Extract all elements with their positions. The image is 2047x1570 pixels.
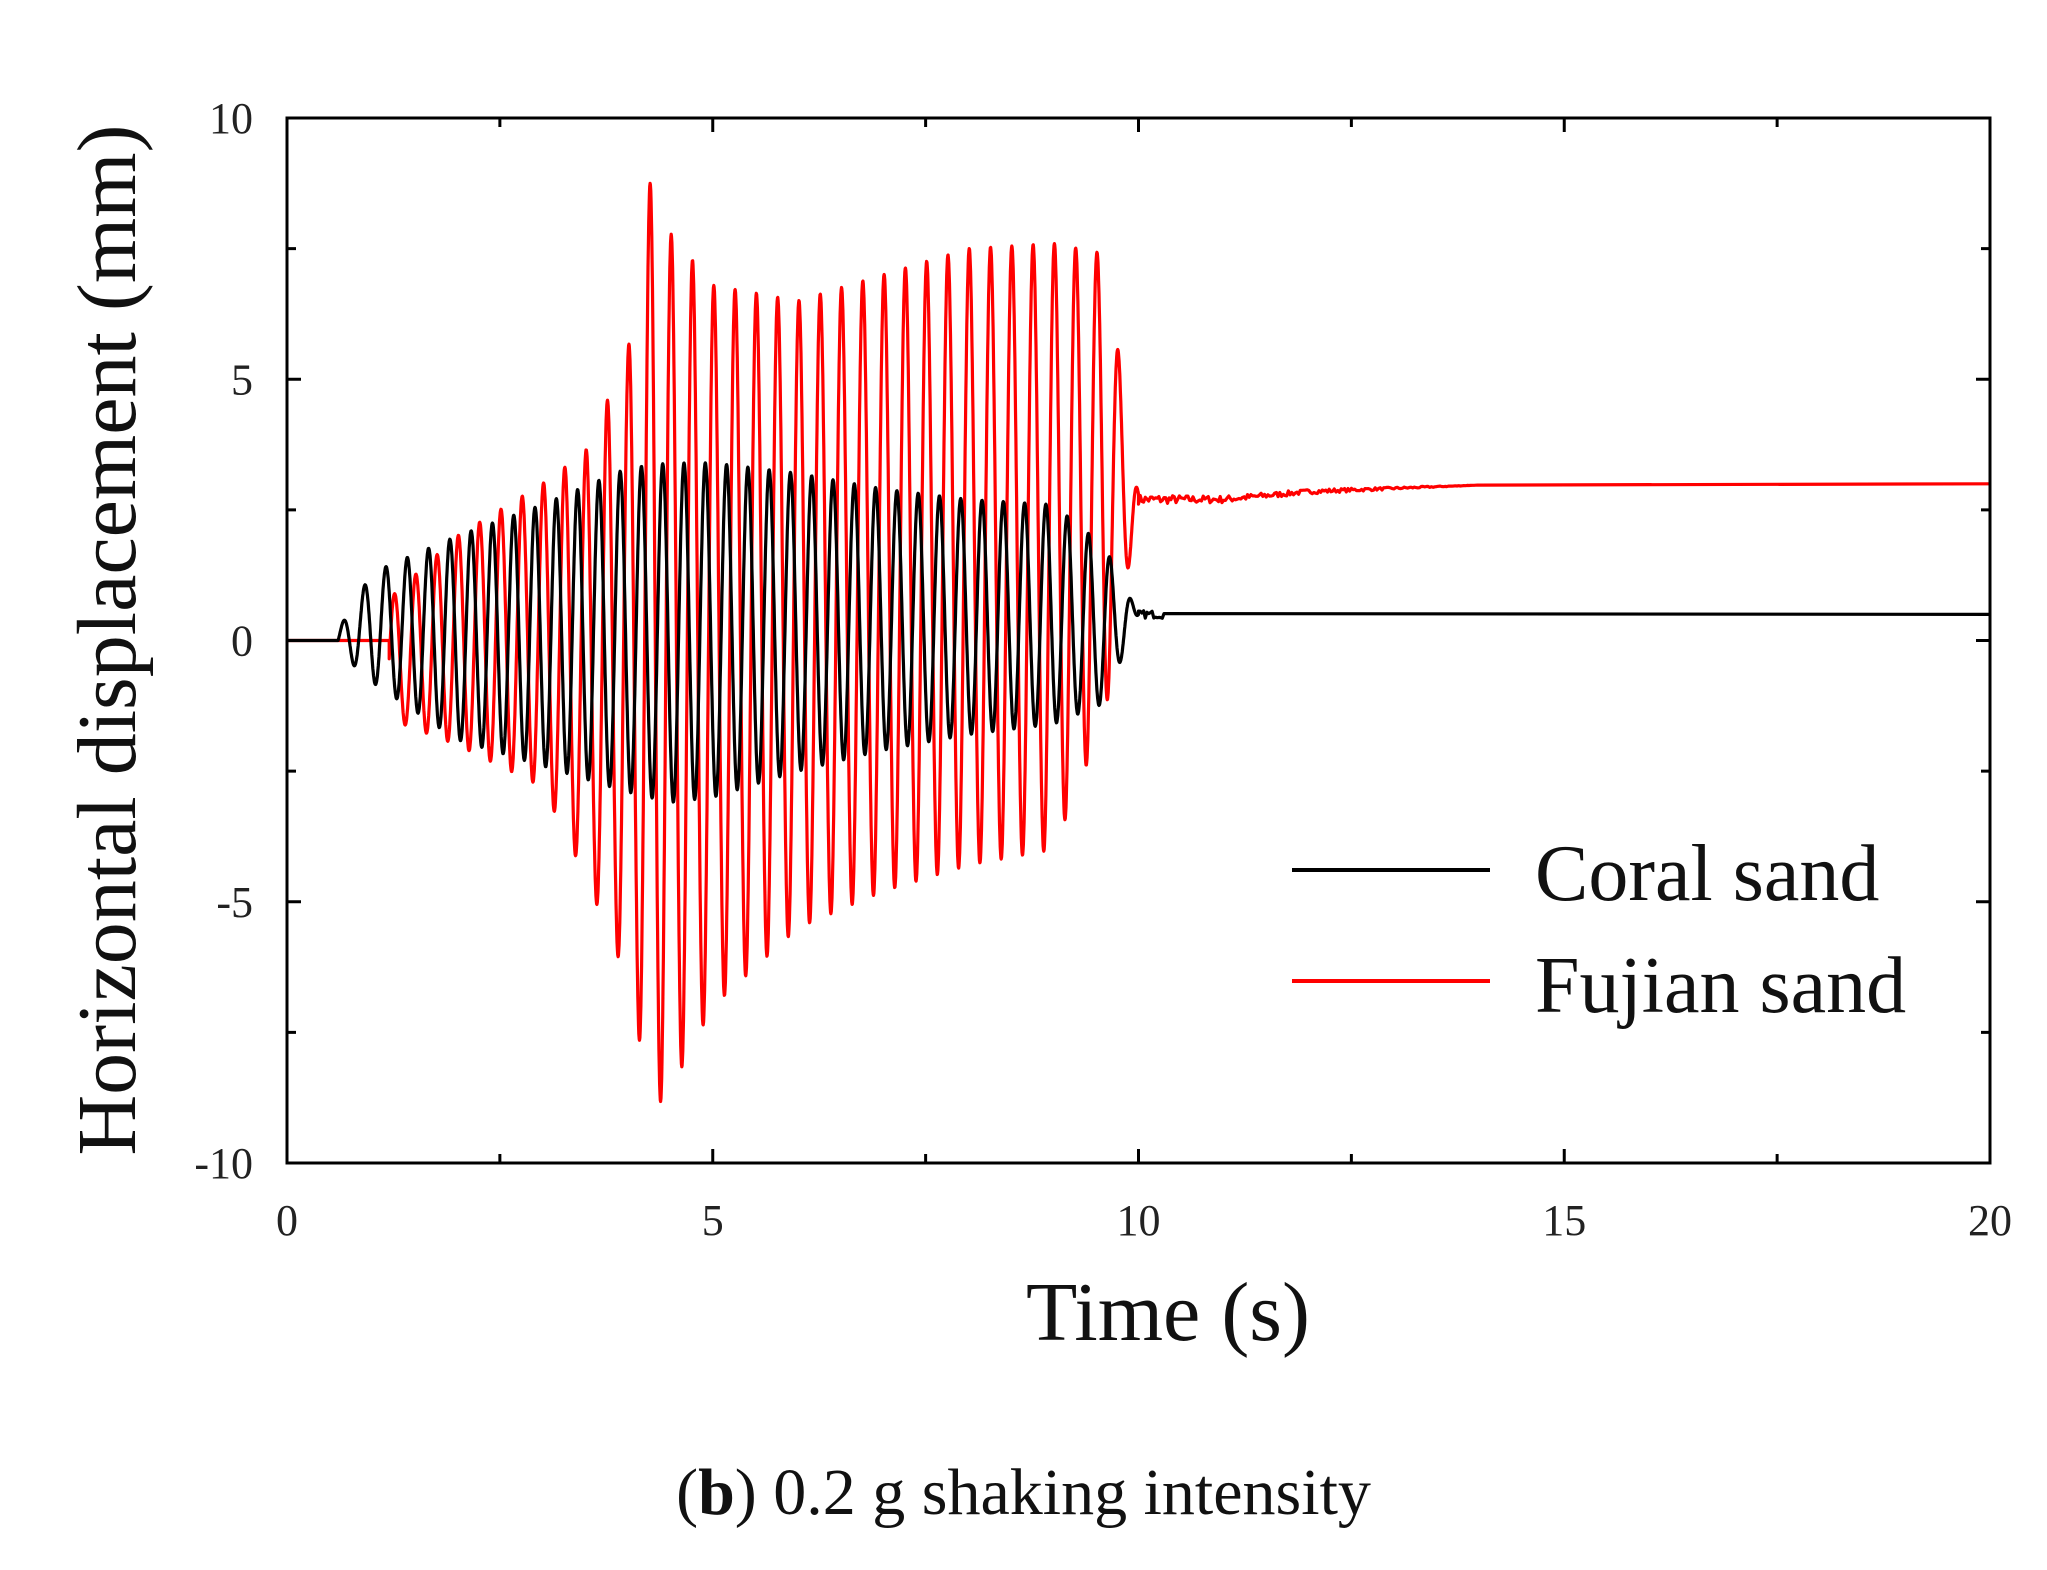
series-layer xyxy=(287,181,1991,1104)
y-tick-label: 0 xyxy=(231,617,253,666)
legend: Coral sand Fujian sand xyxy=(1292,830,1906,1030)
y-tick-label: -5 xyxy=(216,878,253,927)
y-tick-label: 5 xyxy=(231,355,253,404)
caption-text: 0.2 g shaking intensity xyxy=(773,1456,1371,1529)
x-tick-label: 20 xyxy=(1968,1196,2012,1245)
legend-label-fujian-sand: Fujian sand xyxy=(1535,942,1906,1030)
x-tick-label: 0 xyxy=(276,1196,298,1245)
x-axis-title: Time (s) xyxy=(1026,1266,1310,1359)
legend-label-coral-sand: Coral sand xyxy=(1535,830,1879,918)
x-tick-label: 5 xyxy=(702,1196,724,1245)
ticks-layer xyxy=(285,116,1992,1165)
figure-caption: (b) 0.2 g shaking intensity xyxy=(676,1456,1371,1529)
series-line-fujian-sand xyxy=(287,181,1991,1104)
tick-labels: 0 5 10 15 20 -10 -5 0 5 10 xyxy=(194,94,2012,1245)
x-tick-label: 10 xyxy=(1117,1196,1161,1245)
y-tick-label: -10 xyxy=(194,1139,253,1188)
caption-label: b xyxy=(698,1456,735,1529)
chart-svg: 0 5 10 15 20 -10 -5 0 5 10 Time (s) Horizontal di… xyxy=(61,94,2012,1359)
y-axis-title: Horizontal displacement (mm) xyxy=(61,124,154,1155)
series-line-coral-sand xyxy=(287,461,1991,804)
y-tick-label: 10 xyxy=(209,94,253,143)
x-tick-label: 15 xyxy=(1542,1196,1586,1245)
